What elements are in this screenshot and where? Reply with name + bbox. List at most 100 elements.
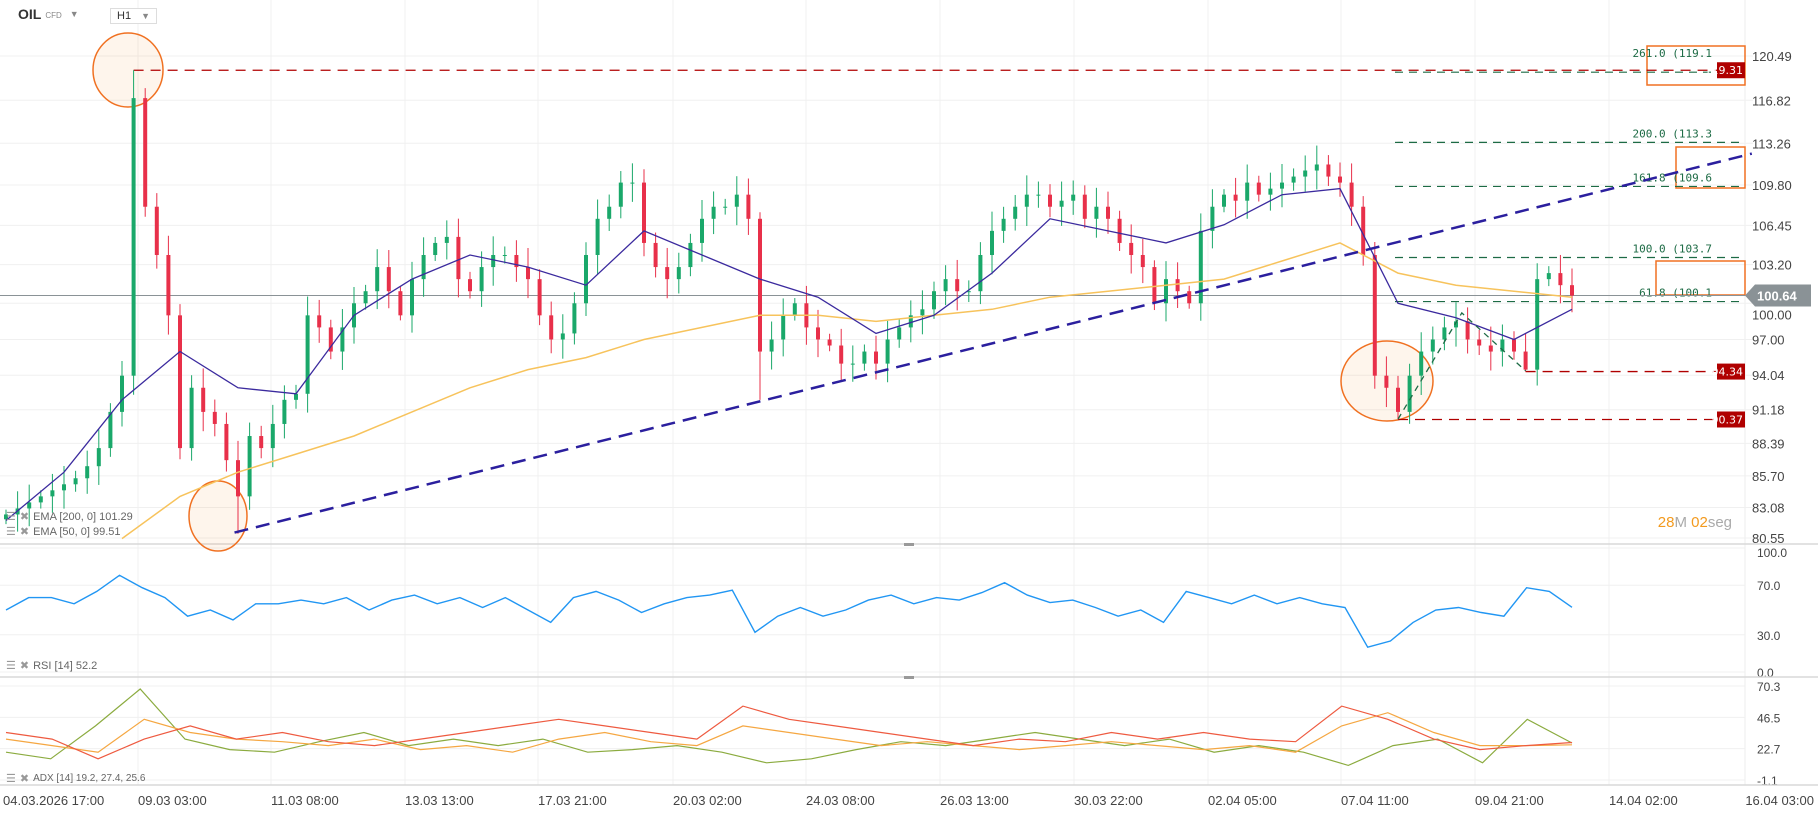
close-icon[interactable]: ✖ xyxy=(19,511,30,523)
price-tick-label: 85.70 xyxy=(1752,469,1785,484)
candle-body xyxy=(1082,194,1087,219)
candle-body xyxy=(1210,206,1215,231)
candle-body xyxy=(1477,339,1482,346)
price-tick-label: 103.20 xyxy=(1752,258,1792,273)
legend-ema200: ☰ ✖ EMA [200, 0] 101.29 xyxy=(6,510,133,524)
time-tick-label: 17.03 21:00 xyxy=(538,793,607,808)
adx-tick-label: 22.7 xyxy=(1757,743,1781,757)
candle-body xyxy=(375,267,380,292)
candle-body xyxy=(1140,255,1145,268)
candle-body xyxy=(166,255,171,316)
pane-resize-handle[interactable] xyxy=(904,543,914,546)
chevron-down-icon[interactable]: ▼ xyxy=(69,9,79,19)
candle-body xyxy=(746,194,751,219)
candle-body xyxy=(410,279,414,316)
rsi-tick-label: 30.0 xyxy=(1757,629,1781,643)
candle-body xyxy=(1384,375,1389,388)
candle-body xyxy=(1175,279,1180,292)
candle-body xyxy=(1454,321,1458,328)
candle-body xyxy=(827,339,832,346)
candle-body xyxy=(1396,387,1400,412)
candle-body xyxy=(143,98,148,207)
candle-body xyxy=(444,236,449,243)
candle-body xyxy=(1407,375,1412,412)
candle-body xyxy=(514,255,519,268)
fib-zigzag xyxy=(1397,311,1527,420)
close-icon[interactable]: ✖ xyxy=(19,660,30,672)
candle-body xyxy=(1001,218,1006,231)
price-level-tag xyxy=(1717,363,1745,380)
menu-icon[interactable]: ☰ xyxy=(6,526,16,538)
menu-icon[interactable]: ☰ xyxy=(6,511,16,523)
timeframe-value: H1 xyxy=(117,10,132,22)
ema50-line xyxy=(5,187,1573,521)
price-tick-label: 94.04 xyxy=(1752,368,1785,383)
candle-body xyxy=(1488,345,1493,352)
candle-body xyxy=(1198,230,1203,304)
candle-body xyxy=(885,339,890,364)
candle-body xyxy=(398,291,403,316)
candle-body xyxy=(1535,279,1540,370)
legend-rsi-text: RSI [14] 52.2 xyxy=(33,659,98,672)
close-icon[interactable]: ✖ xyxy=(19,526,30,538)
price-tick-label: 91.18 xyxy=(1752,403,1785,418)
candle-body xyxy=(27,502,32,509)
candle-body xyxy=(1268,188,1273,195)
menu-icon[interactable]: ☰ xyxy=(6,773,16,785)
close-icon[interactable]: ✖ xyxy=(19,773,30,785)
time-tick-label: 07.04 11:00 xyxy=(1341,793,1409,808)
fib-level-label: 261.0 (119.1 xyxy=(1633,47,1712,60)
price-tick-label: 83.08 xyxy=(1752,500,1785,515)
candle-body xyxy=(1048,194,1052,207)
candle-body xyxy=(502,255,507,257)
fib-level-label: 200.0 (113.3 xyxy=(1633,127,1712,140)
candle-body xyxy=(1349,182,1354,207)
candle-body xyxy=(595,218,600,256)
candle-body xyxy=(1500,339,1505,352)
candle-body xyxy=(1256,182,1261,195)
fib-level-label: 100.0 (103.7 xyxy=(1633,243,1712,256)
time-tick-label: 30.03 22:00 xyxy=(1074,793,1143,808)
chevron-down-icon: ▼ xyxy=(141,11,150,21)
legend-adx: ☰ ✖ ADX [14] 19.2, 27.4, 25.6 xyxy=(6,772,145,785)
candle-body xyxy=(1326,164,1331,177)
candle-body xyxy=(537,279,542,316)
candle-body xyxy=(862,351,867,364)
last-price-tag xyxy=(1745,284,1811,307)
legend-rsi: ☰ ✖ RSI [14] 52.2 xyxy=(6,659,98,673)
candle-body xyxy=(758,218,762,352)
candle-body xyxy=(305,315,310,394)
candle-body xyxy=(792,303,797,316)
price-tick-label: 88.39 xyxy=(1752,436,1785,451)
trendline xyxy=(234,152,1753,534)
time-tick-label: 20.03 02:00 xyxy=(673,793,742,808)
price-level-tag-text: 94.34 xyxy=(1712,366,1744,379)
candle-body xyxy=(642,182,646,243)
candle-body xyxy=(96,448,101,467)
candle-body xyxy=(897,327,902,340)
candle-body xyxy=(1430,339,1435,352)
candle-body xyxy=(572,303,577,334)
candle-body xyxy=(990,230,994,256)
menu-icon[interactable]: ☰ xyxy=(6,660,16,672)
candle-body xyxy=(874,351,878,364)
price-tick-label: 109.80 xyxy=(1752,178,1792,193)
price-level-tag xyxy=(1717,62,1745,79)
candle-body xyxy=(1546,273,1551,280)
time-tick-label: 09.04 21:00 xyxy=(1475,793,1544,808)
symbol-selector[interactable]: OIL CFD ▼ xyxy=(18,6,79,22)
candle-body xyxy=(966,291,971,293)
candle-body xyxy=(1291,176,1296,183)
candle-body xyxy=(630,182,635,184)
timeframe-select[interactable]: H1 ▼ xyxy=(110,8,157,24)
candle-body xyxy=(108,411,113,449)
legend-ema50-text: EMA [50, 0] 99.51 xyxy=(33,525,121,538)
price-tick-label: 100.00 xyxy=(1752,308,1792,323)
candle-body xyxy=(247,436,252,497)
adx-tick-label: 46.5 xyxy=(1757,711,1781,725)
time-tick-label: 11.03 08:00 xyxy=(271,793,339,808)
candle-body xyxy=(653,242,658,268)
pane-resize-handle[interactable] xyxy=(904,676,914,679)
candle-body xyxy=(1222,194,1226,207)
